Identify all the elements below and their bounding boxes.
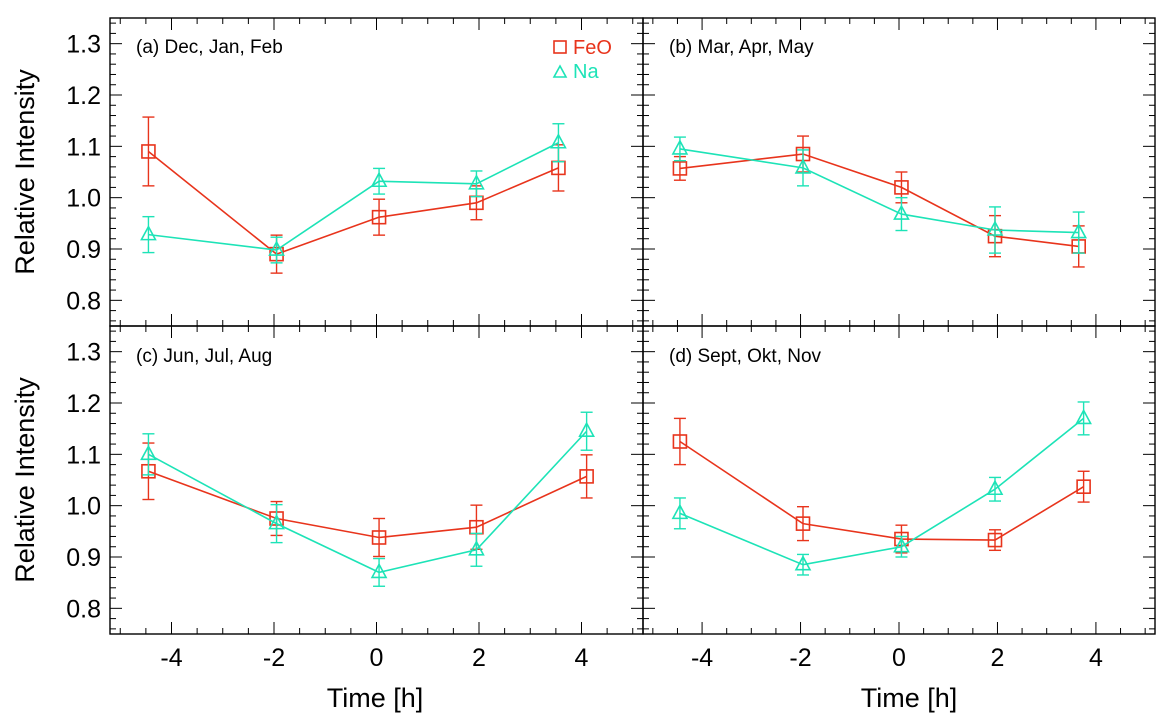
panel-c-na-point [468,540,485,556]
panel-a-na-line [148,142,559,251]
y-tick-label: 1.3 [66,31,101,59]
panel-c-feo-point [371,530,387,545]
x-tick-label: -4 [160,644,182,672]
panel-d-na-point [893,537,910,553]
y-axis-label-bottom: Relative Intensity [10,377,40,583]
panel-c-na-point [140,444,157,461]
x-tick-label: -2 [789,644,811,672]
axis-ticks [110,18,1155,634]
panel-d-na-point [671,503,689,520]
panel-a-frame [109,17,644,327]
x-tick-label: 0 [892,644,906,672]
panel-b-na-point [986,220,1004,236]
panel-d-feo-point [987,532,1003,548]
panel-a-na-point [140,224,157,241]
y-tick-label: 1.0 [66,185,101,213]
panel-a-na-point [268,240,285,256]
panel-c-na-point [578,421,595,438]
x-tick-label: 4 [575,644,589,672]
panel-a-na-point [370,171,388,188]
y-tick-label: 1.2 [66,390,101,418]
panel-d-feo-point [672,434,688,449]
y-tick-label: 0.9 [66,236,101,264]
panel-c-feo-line [148,470,587,539]
panel-b-feo-point [672,161,688,176]
panel-b-na-point [893,204,910,220]
panel-a-feo-point [141,144,156,159]
panel-c-title: (c) Jun, Jul, Aug [136,346,272,367]
x-tick-label: 0 [370,644,384,672]
panel-d-na-point [986,479,1004,496]
y-tick-label: 0.8 [66,595,101,623]
panel-b-na-point [1070,222,1088,239]
panel-b-title: (b) Mar, Apr, May [669,37,814,58]
panel-b-feo-point [894,180,909,195]
y-axis-label-top: Relative Intensity [10,69,40,275]
legend-na-label: Na [573,61,599,83]
panel-c-feo-point [579,469,594,484]
panel-d-feo-point [1076,479,1091,494]
y-tick-label: 0.9 [66,544,101,572]
x-tick-label: -2 [263,644,285,672]
panel-a-feo-line [147,150,559,256]
y-tick-label: 1.1 [66,133,101,161]
panel-c-na-point [268,513,285,530]
panel-d-feo-line [679,440,1085,541]
panel-c-na-line [148,430,588,574]
panel-b-na-point [794,158,812,174]
panel-d-na-point [1075,408,1092,425]
data-series [140,116,1092,587]
panel-c-frame [109,325,644,635]
panel-a-feo-point [371,209,387,225]
text-labels: 0.8 0.9 1.0 1.1 1.2 1.3 -4 -2 0 2 4 0.8 0.9 1.0 1.1 1.2… [66,31,1103,672]
y-tick-label: 0.8 [66,287,101,315]
x-tick-label: 4 [1089,644,1103,672]
panel-c-na-point [370,562,388,579]
panel-a-title: (a) Dec, Jan, Feb [136,37,283,58]
x-axis-label-right: Time [h] [861,683,958,713]
y-tick-label: 1.3 [66,339,101,367]
panel-a-na-point [550,133,567,149]
panel-b-na-point [671,139,689,155]
x-tick-label: -4 [691,644,713,672]
panel-d-feo-point [795,516,811,531]
legend-feo-marker [553,40,567,54]
panel-b-feo-line [679,153,1079,248]
x-tick-label: 2 [991,644,1005,672]
panel-d-na-point [794,555,812,571]
panel-d-title: (d) Sept, Okt, Nov [669,346,822,367]
legend: FeO Na [552,37,612,83]
panel-d-na-line [679,417,1085,566]
x-tick-label: 2 [472,644,486,672]
panel-a-na-point [468,174,485,190]
y-tick-label: 1.0 [66,493,101,521]
x-axis-label-left: Time [h] [327,683,424,713]
y-tick-label: 1.2 [66,82,101,110]
y-tick-label: 1.1 [66,441,101,469]
legend-feo-label: FeO [573,37,612,59]
legend-na-marker [552,64,568,78]
